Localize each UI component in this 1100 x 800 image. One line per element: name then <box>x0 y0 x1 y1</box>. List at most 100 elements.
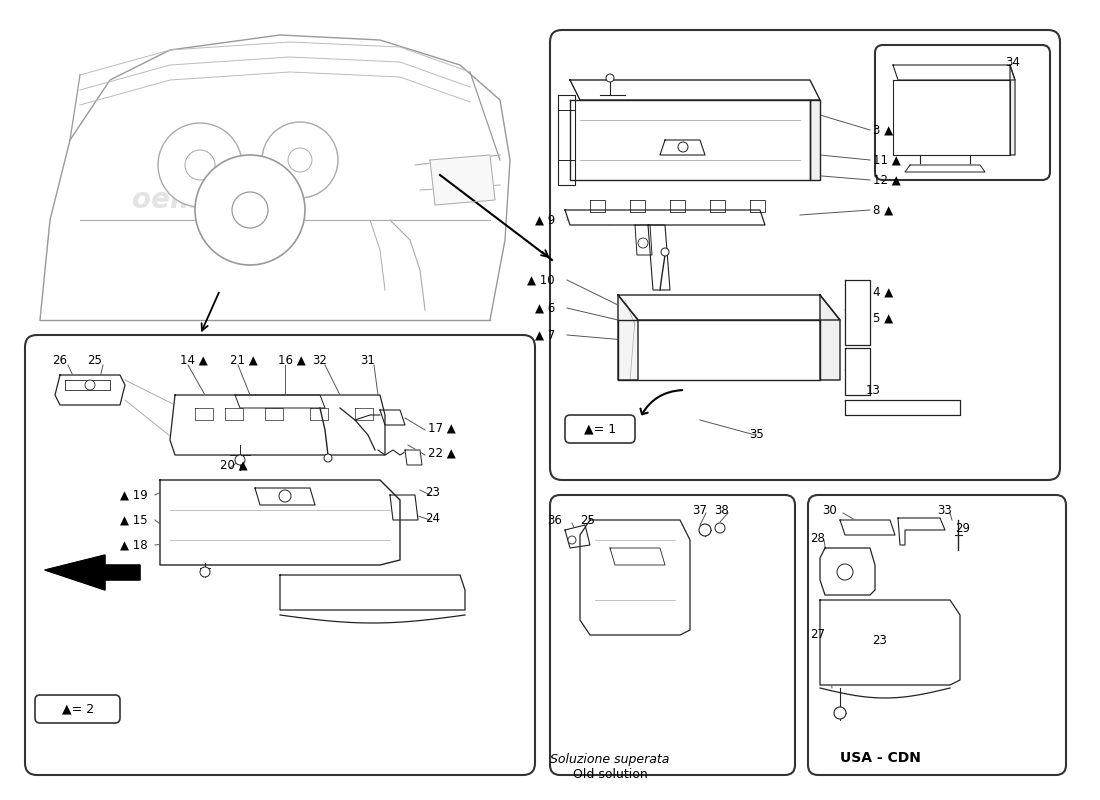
Text: 31: 31 <box>361 354 375 366</box>
Circle shape <box>606 74 614 82</box>
Text: 25: 25 <box>88 354 102 366</box>
Circle shape <box>235 455 245 465</box>
Polygon shape <box>170 395 385 455</box>
Text: ▲ 6: ▲ 6 <box>535 302 556 314</box>
Text: oemsparts: oemsparts <box>852 621 1018 649</box>
Text: 23: 23 <box>426 486 440 499</box>
Polygon shape <box>810 100 820 180</box>
Circle shape <box>185 150 214 180</box>
Text: oemsparts: oemsparts <box>187 541 353 569</box>
Text: 28: 28 <box>811 531 825 545</box>
Polygon shape <box>618 320 820 380</box>
Polygon shape <box>590 200 605 212</box>
Polygon shape <box>1010 65 1015 155</box>
Polygon shape <box>45 555 140 590</box>
Polygon shape <box>845 280 870 345</box>
Circle shape <box>568 536 576 544</box>
Text: 11 ▲: 11 ▲ <box>873 154 901 166</box>
Circle shape <box>837 564 852 580</box>
Polygon shape <box>630 200 645 212</box>
Text: 34: 34 <box>1005 55 1021 69</box>
FancyBboxPatch shape <box>550 495 795 775</box>
Text: 4 ▲: 4 ▲ <box>873 286 893 298</box>
Circle shape <box>279 490 292 502</box>
Circle shape <box>324 454 332 462</box>
Text: 37: 37 <box>693 503 707 517</box>
Text: 24: 24 <box>426 511 440 525</box>
Text: ▲= 1: ▲= 1 <box>584 422 616 435</box>
Polygon shape <box>750 200 764 212</box>
Text: 29: 29 <box>956 522 970 534</box>
Circle shape <box>195 155 305 265</box>
Circle shape <box>288 148 312 172</box>
Polygon shape <box>820 600 960 685</box>
Text: oemsparts: oemsparts <box>717 226 882 254</box>
Text: 27: 27 <box>811 629 825 642</box>
Polygon shape <box>898 518 945 545</box>
Polygon shape <box>558 95 575 185</box>
Circle shape <box>232 192 268 228</box>
Circle shape <box>200 567 210 577</box>
Text: 8 ▲: 8 ▲ <box>873 203 893 217</box>
Polygon shape <box>580 520 690 635</box>
Polygon shape <box>618 295 840 320</box>
Text: 14 ▲: 14 ▲ <box>180 354 208 366</box>
Circle shape <box>715 523 725 533</box>
Circle shape <box>158 123 242 207</box>
Text: ▲ 18: ▲ 18 <box>120 538 148 551</box>
Polygon shape <box>255 488 315 505</box>
Polygon shape <box>390 495 418 520</box>
Text: ▲ 7: ▲ 7 <box>535 329 556 342</box>
Polygon shape <box>570 100 810 180</box>
Text: 12 ▲: 12 ▲ <box>873 174 901 186</box>
Text: 32: 32 <box>312 354 328 366</box>
Polygon shape <box>280 575 465 610</box>
Polygon shape <box>670 200 685 212</box>
Polygon shape <box>820 295 840 380</box>
Polygon shape <box>845 348 870 395</box>
Text: oemsparts: oemsparts <box>587 621 752 649</box>
Text: 21 ▲: 21 ▲ <box>230 354 257 366</box>
Polygon shape <box>840 520 895 535</box>
Polygon shape <box>405 450 422 465</box>
Polygon shape <box>430 155 495 205</box>
Polygon shape <box>355 408 373 420</box>
Polygon shape <box>235 395 324 408</box>
Polygon shape <box>226 408 243 420</box>
Polygon shape <box>570 80 820 100</box>
Polygon shape <box>893 80 1010 155</box>
Text: 3 ▲: 3 ▲ <box>873 123 893 137</box>
Text: ▲ 9: ▲ 9 <box>535 214 556 226</box>
Polygon shape <box>195 408 213 420</box>
FancyBboxPatch shape <box>550 30 1060 480</box>
FancyBboxPatch shape <box>565 415 635 443</box>
Polygon shape <box>160 480 400 565</box>
Polygon shape <box>610 548 665 565</box>
Polygon shape <box>905 165 984 172</box>
Text: Old solution: Old solution <box>573 769 648 782</box>
Polygon shape <box>648 225 670 290</box>
Text: 20 ▲: 20 ▲ <box>220 458 248 471</box>
Polygon shape <box>379 410 405 425</box>
Polygon shape <box>820 548 874 595</box>
Polygon shape <box>893 65 1015 80</box>
Text: 5 ▲: 5 ▲ <box>873 311 893 325</box>
Polygon shape <box>635 225 652 255</box>
Text: ▲= 2: ▲= 2 <box>62 702 95 715</box>
Polygon shape <box>65 380 110 390</box>
Text: 25: 25 <box>581 514 595 526</box>
Circle shape <box>638 238 648 248</box>
Text: 16 ▲: 16 ▲ <box>278 354 306 366</box>
Text: ▲ 19: ▲ 19 <box>120 489 148 502</box>
Text: 23: 23 <box>872 634 888 646</box>
Circle shape <box>678 142 688 152</box>
Polygon shape <box>618 295 638 380</box>
Text: ▲ 10: ▲ 10 <box>527 274 556 286</box>
Polygon shape <box>265 408 283 420</box>
Circle shape <box>661 248 669 256</box>
Polygon shape <box>710 200 725 212</box>
Text: 35: 35 <box>749 429 764 442</box>
Text: 36: 36 <box>548 514 562 526</box>
FancyBboxPatch shape <box>35 695 120 723</box>
Polygon shape <box>845 400 960 415</box>
